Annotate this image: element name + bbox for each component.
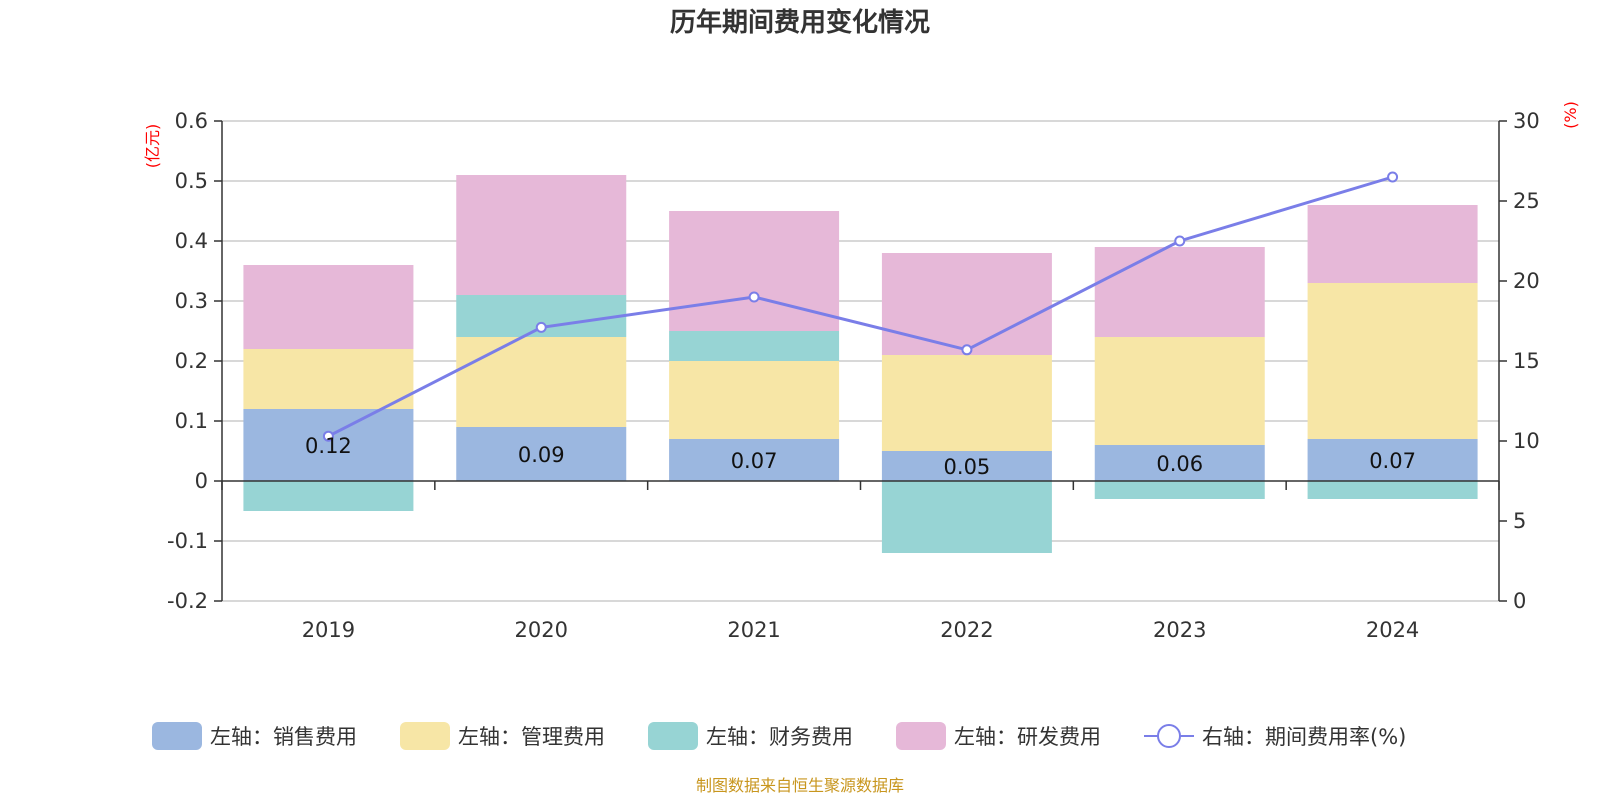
right-axis-unit: (%) [1561,101,1580,129]
chart-title: 历年期间费用变化情况 [670,7,930,38]
bar-销售费用-2024 [1307,439,1478,481]
x-tick-label: 2019 [302,618,355,642]
bar-销售费用-2021 [669,439,840,481]
bar-value-label: 0.07 [731,449,778,473]
legend: 左轴：销售费用 左轴：管理费用 左轴：财务费用 左轴：研发费用 右轴：期间费用率(%) [152,722,1406,750]
x-tick-label: 2024 [1366,618,1419,642]
bar-财务费用-2019 [243,481,414,511]
bars [243,175,1478,553]
legend-swatch-销售费用 [152,722,202,750]
right-tick-label: 30 [1513,109,1540,133]
legend-label: 左轴：销售费用 [210,725,357,749]
legend-swatch-研发费用 [896,722,946,750]
right-tick-label: 20 [1513,269,1540,293]
bar-研发费用-2023 [1094,247,1265,337]
bar-销售费用-2020 [456,427,627,481]
left-tick-label: 0.3 [175,289,208,313]
rate-point-2020 [535,321,547,333]
rate-point-2023 [1174,235,1186,247]
bar-管理费用-2022 [881,355,1052,451]
legend-label: 左轴：财务费用 [706,725,853,749]
left-tick-label: 0.6 [175,109,208,133]
rate-point-2019 [322,430,334,442]
legend-marker-swatch [1157,724,1181,748]
left-tick-label: 0.4 [175,229,208,253]
bar-管理费用-2023 [1094,337,1265,445]
bar-value-label: 0.05 [944,455,991,479]
bar-管理费用-2019 [243,349,414,409]
right-tick-label: 0 [1513,589,1526,613]
rate-point-2024 [1387,171,1399,183]
left-tick-label: 0.5 [175,169,208,193]
left-tick-label: 0.1 [175,409,208,433]
bar-财务费用-2024 [1307,481,1478,499]
x-tick-label: 2020 [515,618,568,642]
right-tick-label: 5 [1513,509,1526,533]
bar-value-label: 0.06 [1156,452,1203,476]
bar-财务费用-2022 [881,481,1052,553]
bar-管理费用-2021 [669,361,840,439]
rate-line-path [327,175,1394,438]
source-note: 制图数据来自恒生聚源数据库 [696,776,904,795]
data-labels: 0.12 0.09 0.07 0.05 0.06 0.07 [305,434,1416,479]
bar-研发费用-2024 [1307,205,1478,283]
legend-label: 左轴：研发费用 [954,725,1101,749]
bar-value-label: 0.07 [1369,449,1416,473]
left-tick-label: -0.2 [167,589,208,613]
left-tick-label: -0.1 [167,529,208,553]
bar-销售费用-2022 [881,451,1052,481]
legend-label: 左轴：管理费用 [458,725,605,749]
bar-value-label: 0.09 [518,443,565,467]
bar-研发费用-2019 [243,265,414,349]
legend-swatch-管理费用 [400,722,450,750]
x-tick-label: 2021 [727,618,780,642]
left-tick-label: 0.2 [175,349,208,373]
right-tick-label: 25 [1513,189,1540,213]
bar-研发费用-2022 [881,253,1052,355]
bar-管理费用-2020 [456,337,627,427]
left-axis-unit: (亿元) [143,124,162,169]
bar-value-label: 0.12 [305,434,352,458]
right-tick-label: 15 [1513,349,1540,373]
right-tick-label: 10 [1513,429,1540,453]
bar-销售费用-2019 [243,409,414,481]
bar-财务费用-2023 [1094,481,1265,499]
bar-销售费用-2023 [1094,445,1265,481]
left-tick-label: 0 [195,469,208,493]
bar-财务费用-2021 [669,331,840,361]
rate-point-2022 [961,344,973,356]
legend-label: 右轴：期间费用率(%) [1202,725,1406,749]
bar-管理费用-2024 [1307,283,1478,439]
rate-point-2021 [748,291,760,303]
rate-line [322,171,1399,442]
axes: 0.6 0.5 0.4 0.3 0.2 0.1 0 -0.1 -0.2 30 25 20 15 10 5 0 2… [167,109,1540,642]
x-tick-label: 2023 [1153,618,1206,642]
gridlines [222,120,1499,602]
x-tick-label: 2022 [940,618,993,642]
bar-研发费用-2020 [456,175,627,295]
legend-swatch-财务费用 [648,722,698,750]
